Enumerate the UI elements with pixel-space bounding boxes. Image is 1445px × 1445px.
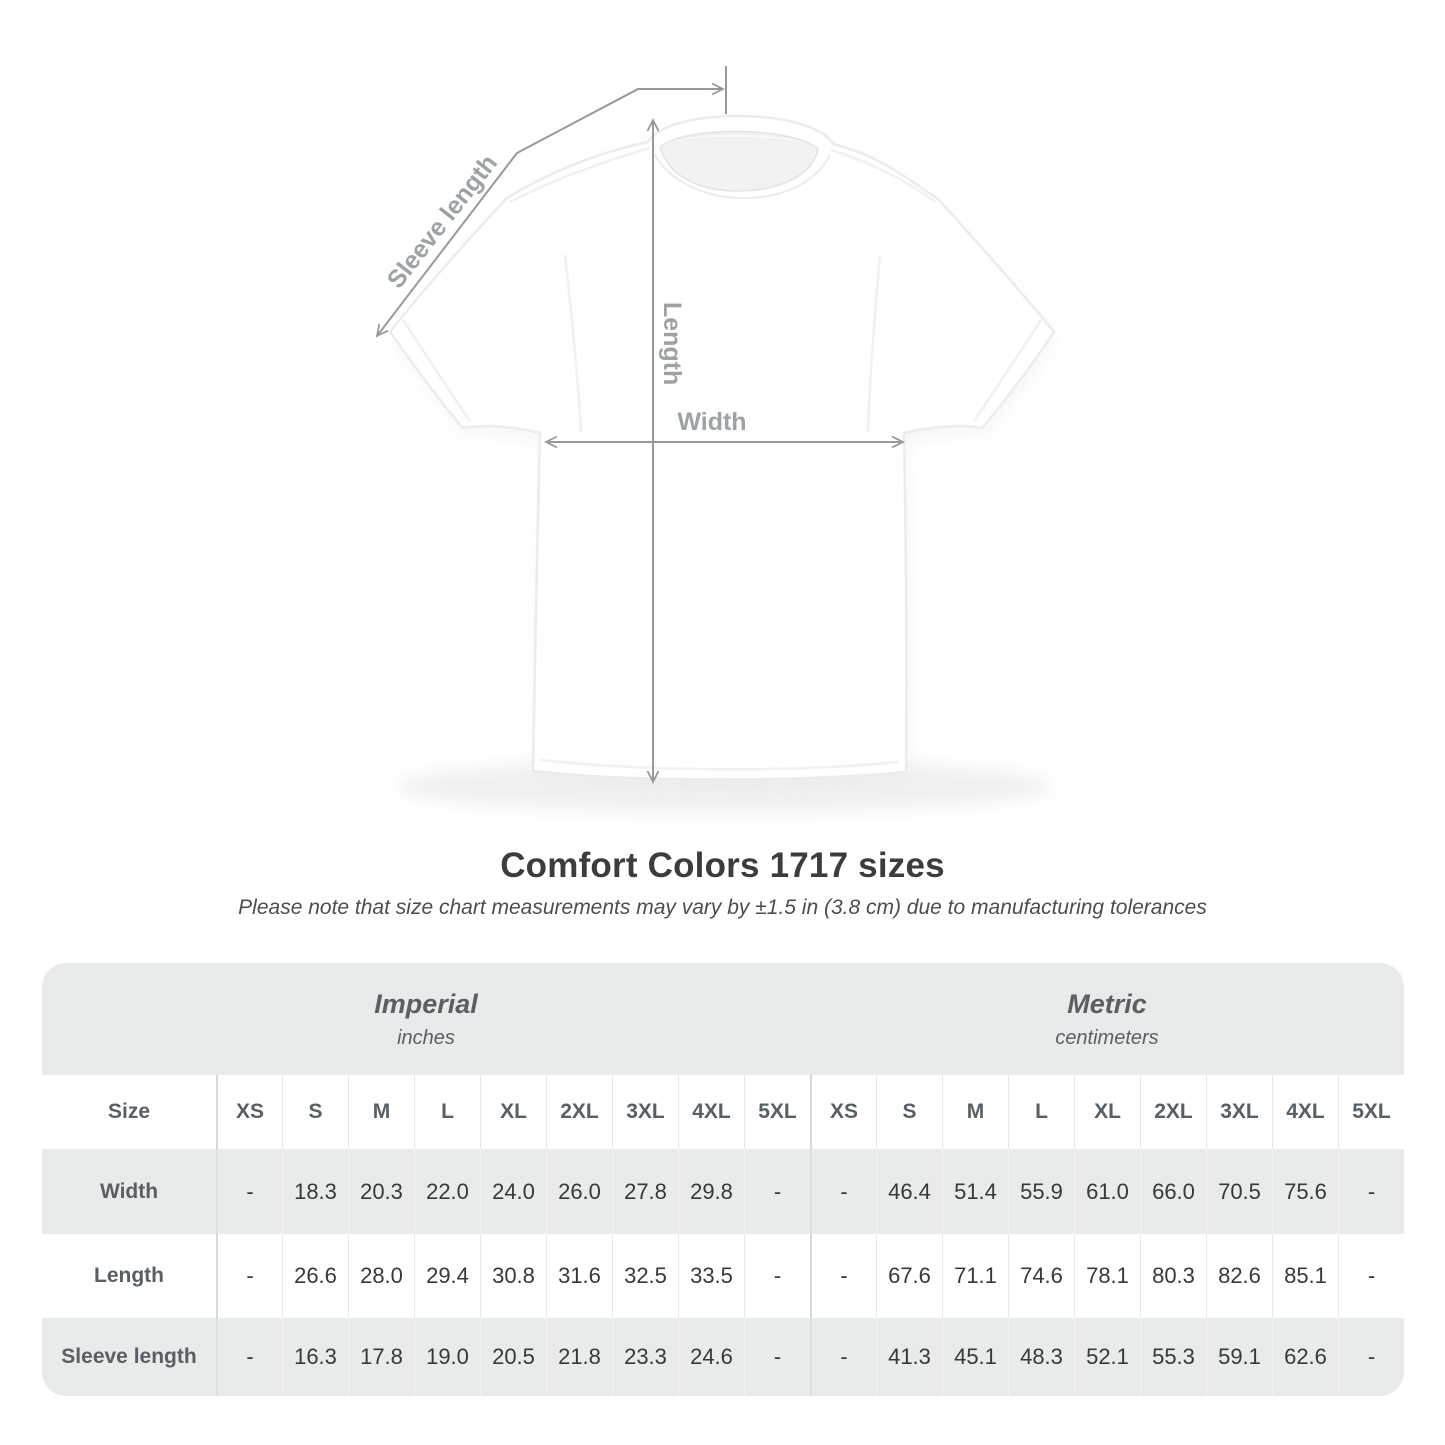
page-subtitle: Please note that size chart measurements…: [238, 896, 1207, 919]
column-header-imperial-xs: XS: [216, 1075, 282, 1149]
cell-sleeve-length-imperial-5xl: -: [744, 1318, 810, 1396]
cell-sleeve-length-imperial-2xl: 21.8: [546, 1318, 612, 1396]
cell-length-imperial-xs: -: [216, 1234, 282, 1318]
cell-sleeve-length-imperial-4xl: 24.6: [678, 1318, 744, 1396]
unit-section-band: Imperial inches Metric centimeters: [42, 963, 1404, 1075]
cell-length-imperial-m: 28.0: [348, 1234, 414, 1318]
cell-width-metric-2xl: 66.0: [1140, 1149, 1206, 1234]
cell-sleeve-length-metric-s: 41.3: [876, 1318, 942, 1396]
cell-sleeve-length-metric-2xl: 55.3: [1140, 1318, 1206, 1396]
cell-length-metric-2xl: 80.3: [1140, 1234, 1206, 1318]
cell-length-imperial-5xl: -: [744, 1234, 810, 1318]
cell-width-metric-s: 46.4: [876, 1149, 942, 1234]
metric-section-unit: centimeters: [1055, 1026, 1159, 1049]
table-row-length: Length -26.6 28.0 29.4 30.8 31.6 32.5 33.5- -67…: [42, 1234, 1404, 1318]
column-header-imperial-2xl: 2XL: [546, 1075, 612, 1149]
cell-width-metric-xl: 61.0: [1074, 1149, 1140, 1234]
cell-sleeve-length-metric-l: 48.3: [1008, 1318, 1074, 1396]
tshirt-graphic: [388, 114, 1056, 781]
imperial-section-unit: inches: [397, 1026, 455, 1049]
metric-section-title: Metric: [1067, 988, 1147, 1019]
size-column-header: Size: [107, 1100, 151, 1123]
column-header-imperial-5xl: 5XL: [744, 1075, 810, 1149]
column-header-imperial-s: S: [282, 1075, 348, 1149]
cell-length-metric-s: 67.6: [876, 1234, 942, 1318]
imperial-section-title: Imperial: [374, 988, 478, 1019]
cell-width-imperial-5xl: -: [744, 1149, 810, 1234]
cell-width-metric-xs: -: [810, 1149, 876, 1234]
cell-length-imperial-l: 29.4: [414, 1234, 480, 1318]
cell-width-metric-3xl: 70.5: [1206, 1149, 1272, 1234]
column-header-imperial-xl: XL: [480, 1075, 546, 1149]
cell-width-imperial-xs: -: [216, 1149, 282, 1234]
cell-width-imperial-4xl: 29.8: [678, 1149, 744, 1234]
column-header-imperial-m: M: [348, 1075, 414, 1149]
width-label: Width: [677, 408, 746, 436]
cell-width-metric-4xl: 75.6: [1272, 1149, 1338, 1234]
cell-length-imperial-xl: 30.8: [480, 1234, 546, 1318]
cell-sleeve-length-metric-5xl: -: [1338, 1318, 1404, 1396]
column-header-row: Size XS S M L XL 2XL 3XL 4XL 5XL XS S M L XL 2XL 3XL 4XL…: [42, 1075, 1404, 1149]
imperial-section-header: Imperial inches: [42, 963, 810, 1075]
measurement-arrows: [375, 66, 906, 785]
column-header-metric-5xl: 5XL: [1338, 1075, 1404, 1149]
length-label: Length: [658, 302, 686, 385]
cell-length-metric-5xl: -: [1338, 1234, 1404, 1318]
row-label-sleeve-length: Sleeve length: [61, 1345, 197, 1368]
row-label-width: Width: [99, 1179, 159, 1203]
sleeve-length-arrow: [375, 82, 726, 338]
cell-length-imperial-s: 26.6: [282, 1234, 348, 1318]
cell-sleeve-length-metric-m: 45.1: [942, 1318, 1008, 1396]
cell-sleeve-length-metric-3xl: 59.1: [1206, 1318, 1272, 1396]
column-header-metric-m: M: [942, 1075, 1008, 1149]
column-header-imperial-l: L: [414, 1075, 480, 1149]
cell-sleeve-length-metric-xs: -: [810, 1318, 876, 1396]
cell-sleeve-length-imperial-xl: 20.5: [480, 1318, 546, 1396]
cell-length-imperial-4xl: 33.5: [678, 1234, 744, 1318]
column-header-metric-4xl: 4XL: [1272, 1075, 1338, 1149]
cell-length-metric-4xl: 85.1: [1272, 1234, 1338, 1318]
cell-width-imperial-m: 20.3: [348, 1149, 414, 1234]
column-header-metric-xl: XL: [1074, 1075, 1140, 1149]
cell-length-metric-m: 71.1: [942, 1234, 1008, 1318]
cell-width-imperial-3xl: 27.8: [612, 1149, 678, 1234]
cell-width-metric-m: 51.4: [942, 1149, 1008, 1234]
column-header-metric-s: S: [876, 1075, 942, 1149]
table-row-width: Width -18.3 20.3 22.0 24.0 26.0 27.8 29.8- -46.…: [42, 1149, 1404, 1234]
column-header-metric-xs: XS: [810, 1075, 876, 1149]
cell-length-imperial-3xl: 32.5: [612, 1234, 678, 1318]
cell-width-metric-5xl: -: [1338, 1149, 1404, 1234]
cell-width-imperial-2xl: 26.0: [546, 1149, 612, 1234]
cell-length-metric-l: 74.6: [1008, 1234, 1074, 1318]
column-header-imperial-4xl: 4XL: [678, 1075, 744, 1149]
cell-length-metric-3xl: 82.6: [1206, 1234, 1272, 1318]
size-table: Imperial inches Metric centimeters Size …: [42, 963, 1404, 1396]
cell-width-imperial-l: 22.0: [414, 1149, 480, 1234]
cell-width-imperial-s: 18.3: [282, 1149, 348, 1234]
cell-sleeve-length-imperial-l: 19.0: [414, 1318, 480, 1396]
cell-sleeve-length-imperial-m: 17.8: [348, 1318, 414, 1396]
cell-length-metric-xl: 78.1: [1074, 1234, 1140, 1318]
cell-length-imperial-2xl: 31.6: [546, 1234, 612, 1318]
cell-length-metric-xs: -: [810, 1234, 876, 1318]
tshirt-measurement-diagram: Sleeve length Length Width: [375, 66, 1057, 812]
table-row-sleeve-length: Sleeve length -16.3 17.8 19.0 20.5 21.8 23.3 2…: [42, 1318, 1404, 1396]
page-title: Comfort Colors 1717 sizes: [500, 846, 945, 885]
cell-width-metric-l: 55.9: [1008, 1149, 1074, 1234]
column-header-metric-3xl: 3XL: [1206, 1075, 1272, 1149]
row-label-length: Length: [94, 1264, 164, 1287]
cell-sleeve-length-metric-xl: 52.1: [1074, 1318, 1140, 1396]
cell-sleeve-length-imperial-xs: -: [216, 1318, 282, 1396]
cell-width-imperial-xl: 24.0: [480, 1149, 546, 1234]
column-header-metric-l: L: [1008, 1075, 1074, 1149]
cell-sleeve-length-imperial-s: 16.3: [282, 1318, 348, 1396]
column-header-imperial-3xl: 3XL: [612, 1075, 678, 1149]
metric-section-header: Metric centimeters: [810, 963, 1404, 1075]
cell-sleeve-length-metric-4xl: 62.6: [1272, 1318, 1338, 1396]
cell-sleeve-length-imperial-3xl: 23.3: [612, 1318, 678, 1396]
column-header-metric-2xl: 2XL: [1140, 1075, 1206, 1149]
